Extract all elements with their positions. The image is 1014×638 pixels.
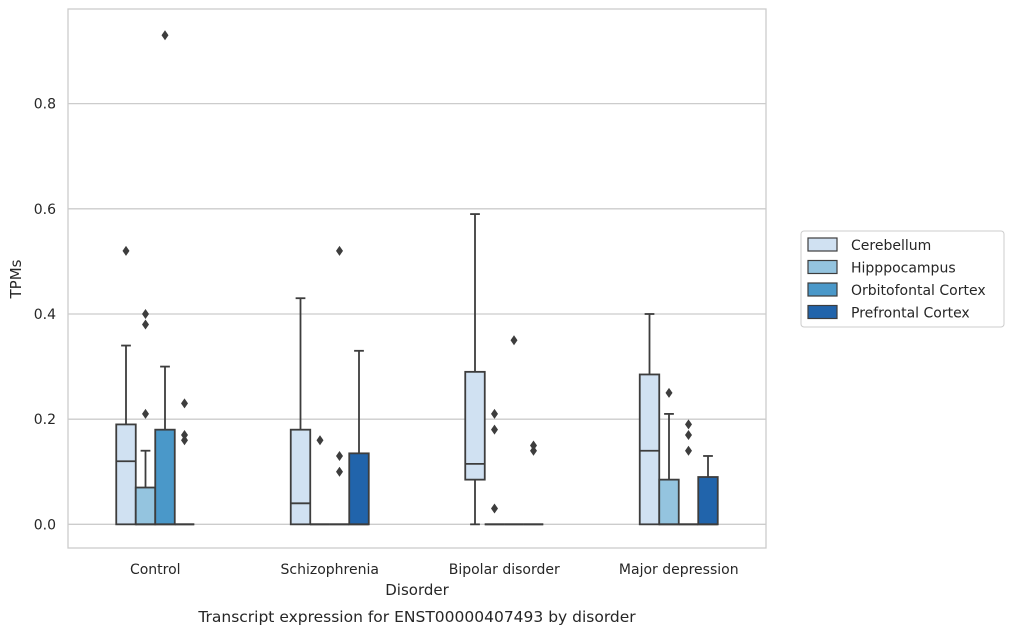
legend-swatch [807,282,838,297]
outlier-point [685,445,692,456]
box-hipppocampus [484,408,505,526]
outlier-point [685,419,692,430]
outlier-point [181,429,188,440]
box-cerebellum [289,297,312,526]
x-tick-label: Control [130,562,181,578]
box-cerebellum [115,245,137,526]
outlier-point [122,245,130,256]
legend-label: Cerebellum [851,238,931,254]
y-tick-label: 0.2 [34,412,56,428]
box-iqr [658,478,680,526]
figure-caption: Transcript expression for ENST0000040749… [197,608,636,626]
x-tick-label: Schizophrenia [281,562,379,578]
box-orbitofontal-cortex [329,245,350,526]
outlier-point [142,319,149,330]
box-iqr [134,486,157,526]
outlier-point [491,408,498,419]
box-iqr [464,370,486,481]
box-prefrontal-cortex [523,440,544,526]
y-axis-label: TPMs [7,259,25,299]
box-orbitofontal-cortex [154,30,176,526]
box-hipppocampus [134,308,157,526]
plot-boxes [115,30,719,526]
box-hipppocampus [310,435,330,526]
legend-label: Orbitofontal Cortex [851,283,986,299]
y-tick-label: 0.4 [34,307,56,323]
box-iqr [697,476,719,526]
outlier-point [685,429,692,440]
outlier-point [530,445,537,456]
x-tick-labels: Control Schizophrenia Bipolar disorder Majo… [130,562,739,578]
box-iqr [348,452,370,526]
y-tick-label: 0.6 [34,202,56,218]
outlier-point [336,450,343,461]
box-iqr [115,423,137,526]
box-orbitofontal-cortex [504,335,524,526]
outlier-point [491,503,498,514]
outlier-point [491,424,498,435]
outlier-point [336,466,343,477]
outlier-point [161,30,169,41]
box-prefrontal-cortex [697,455,719,526]
box-hipppocampus [658,387,680,526]
legend-label: Prefrontal Cortex [851,306,970,322]
plot-frame [67,8,767,549]
outlier-point [510,335,518,346]
box-cerebellum [638,313,661,526]
outlier-point [336,245,343,256]
outlier-point [142,408,149,419]
outlier-point [181,435,188,446]
legend-frame [800,230,1005,328]
outlier-point [142,308,149,319]
x-tick-label: Major depression [619,562,739,578]
box-orbitofontal-cortex [678,419,699,526]
outlier-point [665,387,673,398]
y-tick-label: 0.8 [34,97,56,113]
box-iqr [289,428,312,526]
outlier-point [530,440,537,451]
outlier-point [316,435,324,446]
y-tick-labels: 0.0 0.2 0.4 0.6 0.8 [34,97,56,534]
box-iqr [154,428,176,526]
box-prefrontal-cortex [174,398,195,526]
legend: Cerebellum Hipppocampus Orbitofontal Corte… [800,230,1005,328]
x-tick-label: Bipolar disorder [449,562,560,578]
outlier-point [181,398,188,409]
legend-swatch [807,237,838,252]
legend-label: Hipppocampus [851,261,956,277]
y-tick-label: 0.0 [34,517,56,533]
legend-swatch [807,259,838,275]
box-iqr [638,373,661,526]
x-axis-label: Disorder [385,581,449,599]
box-prefrontal-cortex [348,349,370,526]
box-cerebellum [464,213,486,526]
legend-swatch [807,304,838,320]
